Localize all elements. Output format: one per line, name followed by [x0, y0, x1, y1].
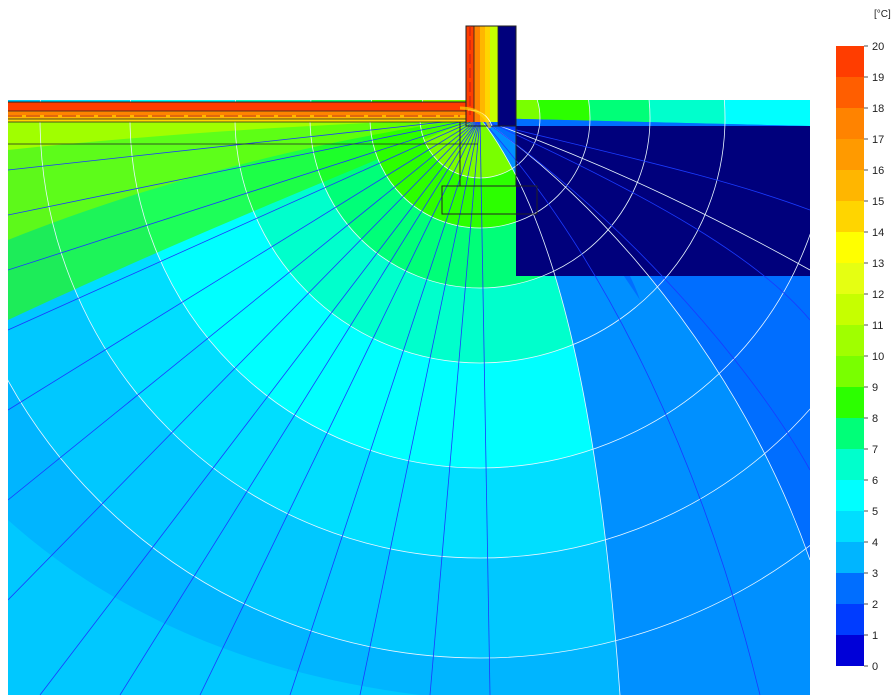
legend-swatch [836, 418, 864, 449]
legend-swatch [836, 263, 864, 294]
legend-label: 14 [872, 227, 884, 239]
legend-unit: [°C] [874, 9, 891, 20]
legend-swatch [836, 294, 864, 325]
legend-swatch [836, 573, 864, 604]
legend-swatch [836, 449, 864, 480]
legend-label: 5 [872, 506, 878, 518]
legend-swatch [836, 635, 864, 666]
legend-swatch [836, 170, 864, 201]
legend-label: 19 [872, 72, 884, 84]
legend-label: 10 [872, 351, 884, 363]
legend-swatch [836, 201, 864, 232]
legend-label: 4 [872, 537, 878, 549]
legend-label: 20 [872, 41, 884, 53]
legend-label: 9 [872, 382, 878, 394]
legend-label: 17 [872, 134, 884, 146]
legend-swatch [836, 139, 864, 170]
legend-swatch [836, 46, 864, 77]
legend-swatch [836, 356, 864, 387]
legend-label: 13 [872, 258, 884, 270]
legend-swatch [836, 511, 864, 542]
legend-label: 1 [872, 630, 878, 642]
legend-label: 12 [872, 289, 884, 301]
foundation-outline [441, 122, 538, 215]
legend-label: 11 [872, 320, 883, 332]
exterior-wall [459, 25, 517, 129]
legend-swatch [836, 325, 864, 356]
legend-label: 8 [872, 413, 878, 425]
legend-label: 18 [872, 103, 884, 115]
legend-swatch [836, 542, 864, 573]
exterior-air-region [515, 125, 810, 276]
legend-swatches [836, 46, 864, 666]
legend-swatch [836, 604, 864, 635]
legend-swatch [836, 108, 864, 139]
floor-slab [8, 101, 478, 145]
legend-label: 6 [872, 475, 878, 487]
legend-swatch [836, 77, 864, 108]
legend-swatch [836, 387, 864, 418]
legend-label: 2 [872, 599, 878, 611]
legend-label: 3 [872, 568, 878, 580]
heat-flow-lines [8, 117, 810, 695]
legend-label: 0 [872, 661, 878, 673]
legend-swatch [836, 480, 864, 511]
legend-label: 7 [872, 444, 878, 456]
legend-label: 16 [872, 165, 884, 177]
legend-swatch [836, 232, 864, 263]
legend-label: 15 [872, 196, 884, 208]
